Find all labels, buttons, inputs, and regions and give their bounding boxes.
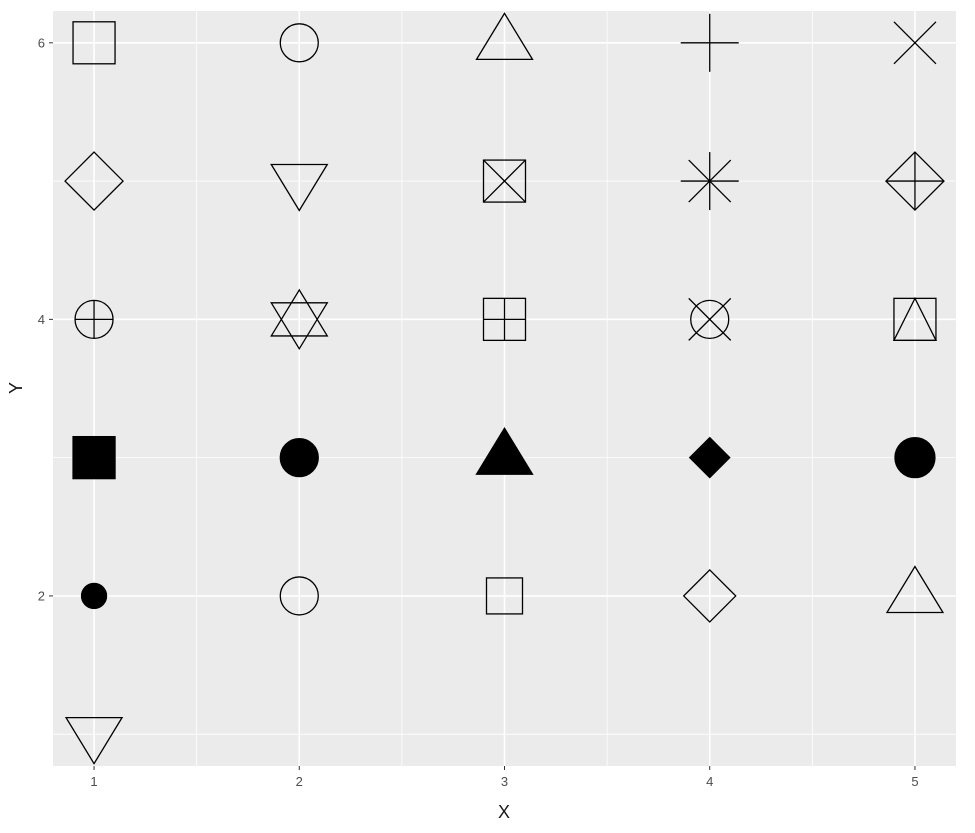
open-square-alt-point [485,577,524,615]
filled-triangle-point [475,426,534,475]
star-of-david-point [270,288,329,351]
filled-circle-point [279,437,319,478]
circle-cross-point [688,297,732,341]
down-triangle-point [270,163,329,212]
x-tick-label: 5 [911,774,918,789]
x-tick-label: 2 [296,774,303,789]
x-tick-label: 3 [501,774,508,789]
open-diamond-alt-point [682,568,737,623]
open-triangle-alt-point [885,565,945,614]
asterisk-point [680,152,739,211]
y-tick-label: 4 [38,312,45,327]
axis-ticks [49,42,916,770]
y-tick-label: 2 [38,588,45,603]
diamond-plus-point [885,151,945,212]
open-diamond-point [64,151,124,212]
open-triangle-point [475,12,534,61]
cross-point [893,21,937,65]
filled-square-point [72,435,116,480]
x-tick-label: 4 [706,774,713,789]
y-tick-label: 6 [38,35,45,50]
axis-tick-labels: 1 2 3 4 5 2 4 6 [38,35,919,789]
down-triangle-alt-point [64,716,124,765]
filled-diamond-point [688,436,731,479]
x-axis-title: X [498,802,510,822]
circle-plus-point [74,299,114,340]
square-triangle-point [892,296,938,342]
plus-point [680,13,739,72]
square-cross-point [482,159,527,203]
open-square-point [72,21,116,65]
x-tick-label: 1 [90,774,97,789]
data-points [64,12,945,765]
open-circle-alt-point [279,576,319,616]
square-plus-point [482,297,527,342]
small-filled-circle-point [80,582,108,610]
y-axis-title: Y [6,382,26,394]
filled-circle-large-point [894,436,936,479]
open-circle-point [279,23,319,63]
